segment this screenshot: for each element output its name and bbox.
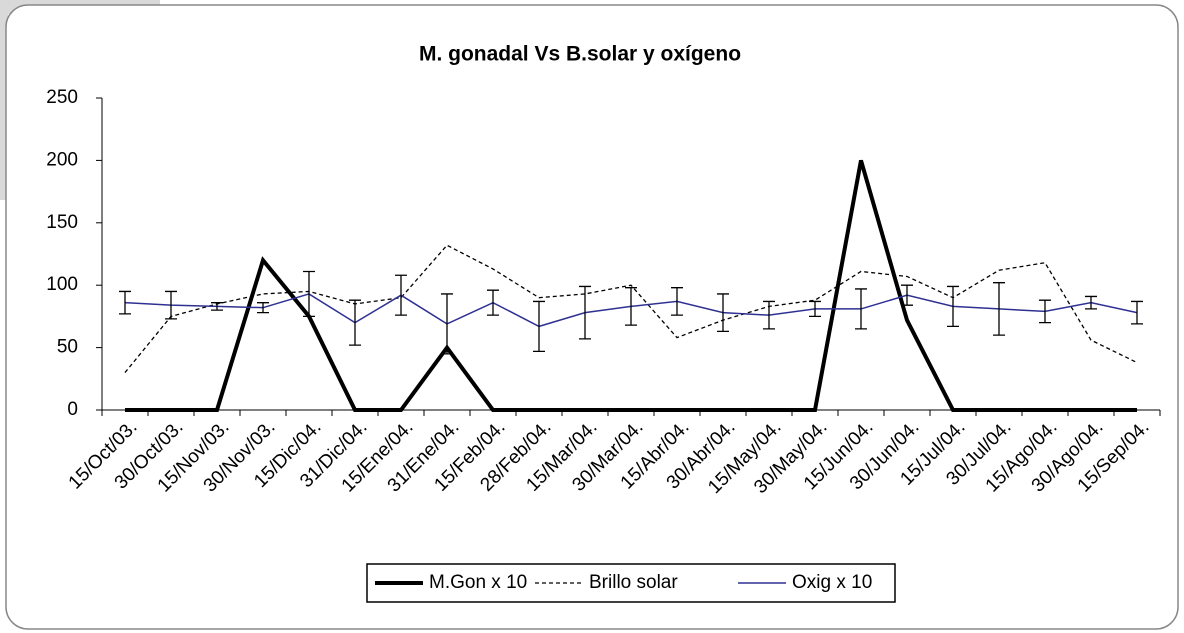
y-tick-label: 200: [46, 149, 78, 170]
legend-label: M.Gon x 10: [429, 572, 527, 593]
legend-box: [366, 563, 896, 603]
series-line: [125, 159, 1137, 412]
y-tick-label: 150: [46, 212, 78, 233]
series-line: [124, 244, 1138, 373]
error-bar: [395, 274, 407, 316]
error-bar: [211, 302, 223, 311]
error-bar: [901, 284, 913, 306]
chart-title: M. gonadal Vs B.solar y oxígeno: [419, 43, 741, 66]
error-bar: [993, 282, 1005, 336]
error-bar: [165, 290, 177, 320]
error-bar: [717, 293, 729, 333]
legend-label: Oxig x 10: [792, 572, 872, 593]
error-bar: [763, 300, 775, 330]
y-tick-label: 50: [57, 337, 78, 358]
error-bar: [533, 300, 545, 352]
error-bar: [349, 299, 361, 346]
chart-frame: [5, 4, 1179, 630]
error-bar: [1039, 299, 1051, 324]
error-bar: [855, 288, 867, 330]
error-bar: [1085, 295, 1097, 310]
error-bar: [809, 300, 821, 318]
background-strip: [0, 0, 8, 200]
y-tick-label: 100: [46, 274, 78, 295]
y-tick-label: 250: [46, 87, 78, 108]
error-bar: [671, 287, 683, 316]
error-bar: [441, 293, 453, 355]
error-bar: [1131, 300, 1143, 325]
error-bar: [257, 302, 269, 314]
error-bar: [579, 285, 591, 340]
error-bar: [119, 290, 131, 315]
legend-label: Brillo solar: [589, 572, 678, 593]
error-bar: [625, 287, 637, 326]
error-bar: [487, 289, 499, 316]
y-tick-label: 0: [67, 399, 78, 420]
error-bar: [947, 285, 959, 328]
error-bar: [303, 270, 315, 318]
